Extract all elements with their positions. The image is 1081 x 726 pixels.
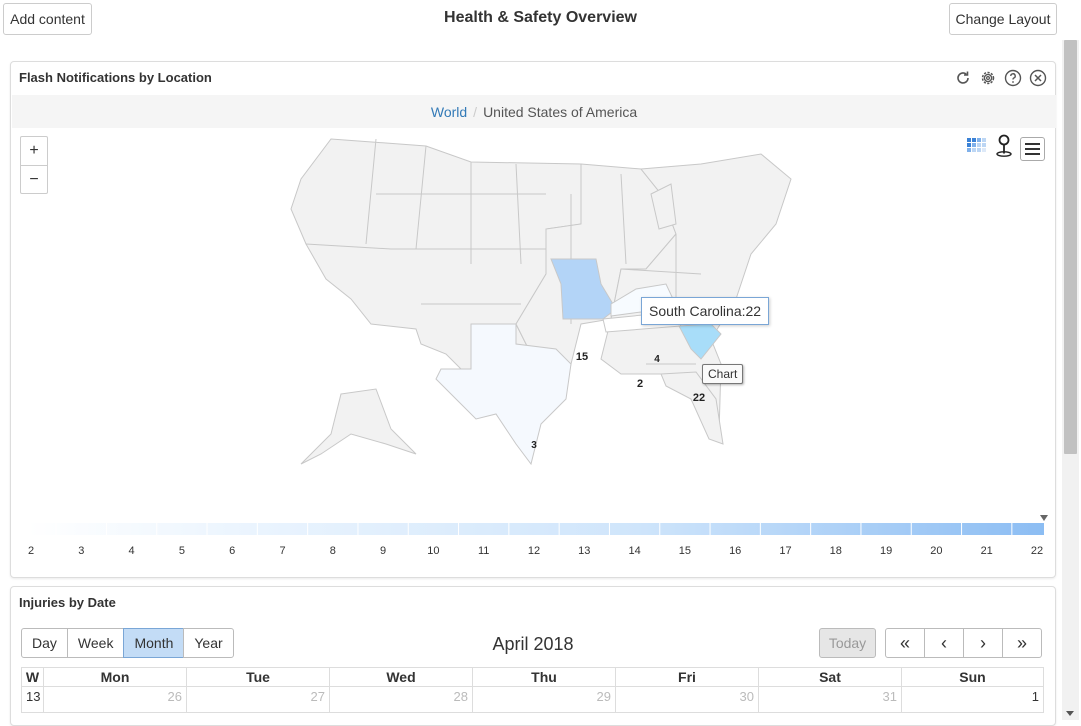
legend-label: 4 bbox=[128, 545, 135, 557]
calendar-day-cell[interactable]: 26 bbox=[43, 687, 186, 713]
legend-label: 19 bbox=[879, 545, 893, 557]
page-title: Health & Safety Overview bbox=[444, 9, 637, 26]
scrollbar-thumb[interactable] bbox=[1064, 40, 1077, 454]
calendar-day-cell[interactable]: 30 bbox=[615, 687, 758, 713]
legend-label: 10 bbox=[427, 545, 440, 557]
column-header: Tue bbox=[186, 667, 329, 687]
legend-label: 16 bbox=[729, 545, 742, 557]
next-month-button[interactable]: › bbox=[963, 628, 1003, 658]
legend-label: 18 bbox=[829, 545, 842, 557]
page-scrollbar[interactable] bbox=[1062, 40, 1079, 720]
legend-label: 3 bbox=[78, 545, 85, 557]
flash-notifications-panel: Flash Notifications by Location World / … bbox=[10, 61, 1056, 578]
change-layout-button[interactable]: Change Layout bbox=[949, 3, 1057, 35]
scroll-down-arrow-icon[interactable] bbox=[1066, 711, 1074, 716]
column-header: Mon bbox=[43, 667, 186, 687]
help-icon[interactable] bbox=[1003, 68, 1022, 87]
prev-month-button[interactable]: ‹ bbox=[924, 628, 964, 658]
map-tooltip: South Carolina:22 bbox=[641, 297, 770, 325]
view-week-button[interactable]: Week bbox=[66, 628, 125, 658]
heatmap-grid-icon[interactable] bbox=[966, 136, 988, 161]
prev-year-button[interactable]: « bbox=[885, 628, 925, 658]
breadcrumb-world-link[interactable]: World bbox=[430, 103, 468, 120]
legend-label: 7 bbox=[279, 545, 286, 557]
column-header: Sat bbox=[758, 667, 901, 687]
column-header: Thu bbox=[472, 667, 615, 687]
map-alaska bbox=[300, 388, 417, 465]
legend-label: 12 bbox=[527, 545, 541, 557]
week-number: 13 bbox=[21, 687, 43, 713]
view-month-button[interactable]: Month bbox=[123, 628, 185, 658]
column-header: Wed bbox=[329, 667, 472, 687]
legend-gradient-bar bbox=[28, 523, 1044, 535]
value-south-carolina: 22 bbox=[693, 392, 705, 404]
legend-label: 13 bbox=[578, 545, 591, 557]
legend-label: 22 bbox=[1030, 545, 1044, 557]
value-missouri: 15 bbox=[576, 351, 588, 363]
panel-toolbar bbox=[953, 68, 1047, 87]
refresh-icon[interactable] bbox=[953, 68, 972, 87]
calendar-day-cell[interactable]: 31 bbox=[758, 687, 901, 713]
calendar-view-switcher: Day Week Month Year bbox=[21, 628, 234, 658]
next-year-button[interactable]: » bbox=[1002, 628, 1042, 658]
column-header: Sun bbox=[901, 667, 1044, 687]
state-texas bbox=[435, 323, 572, 466]
legend-ticks bbox=[55, 523, 1013, 535]
state-missouri bbox=[550, 258, 617, 320]
calendar-header-row: W Mon Tue Wed Thu Fri Sat Sun bbox=[21, 667, 1045, 687]
legend-marker-icon bbox=[1040, 515, 1048, 521]
menu-icon[interactable] bbox=[1020, 136, 1045, 161]
calendar-day-cell[interactable]: 27 bbox=[186, 687, 329, 713]
column-header: W bbox=[21, 667, 43, 687]
value-texas: 3 bbox=[531, 440, 537, 451]
value-tennessee: 2 bbox=[637, 378, 643, 390]
map-view-tools bbox=[966, 134, 1045, 163]
view-year-button[interactable]: Year bbox=[183, 628, 234, 658]
color-legend: 2 3 4 5 6 7 8 9 10 11 12 13 14 15 16 17 18 19 20 21 22 bbox=[28, 515, 1048, 567]
view-day-button[interactable]: Day bbox=[21, 628, 68, 658]
us-map: 15 4 2 22 3 bbox=[290, 138, 792, 466]
top-bar: Add content Health & Safety Overview Cha… bbox=[0, 0, 1081, 40]
legend-label: 11 bbox=[477, 545, 490, 557]
close-icon[interactable] bbox=[1028, 68, 1047, 87]
legend-label: 2 bbox=[27, 545, 35, 557]
zoom-control: + − bbox=[20, 136, 48, 194]
calendar-nav: « ‹ › » bbox=[885, 628, 1042, 658]
legend-label: 5 bbox=[178, 545, 185, 557]
legend-label: 17 bbox=[779, 545, 792, 557]
calendar-week-row: 13 26 27 28 29 30 31 1 bbox=[21, 687, 1045, 713]
legend-label: 20 bbox=[930, 545, 943, 557]
add-content-button[interactable]: Add content bbox=[3, 3, 92, 35]
calendar-day-cell[interactable]: 29 bbox=[472, 687, 615, 713]
chart-tooltip: Chart bbox=[702, 364, 744, 384]
legend-label: 15 bbox=[678, 545, 692, 557]
panel-title: Injuries by Date bbox=[19, 595, 116, 610]
legend-label: 14 bbox=[628, 545, 641, 557]
legend-label: 6 bbox=[229, 545, 236, 557]
gear-icon[interactable] bbox=[978, 68, 997, 87]
map-michigan bbox=[650, 183, 677, 230]
breadcrumb: World / United States of America bbox=[12, 95, 1056, 128]
zoom-in-button[interactable]: + bbox=[29, 142, 39, 159]
column-header: Fri bbox=[615, 667, 758, 687]
legend-label: 9 bbox=[380, 545, 387, 557]
injuries-by-date-panel: Injuries by Date Day Week Month Year Apr… bbox=[10, 586, 1056, 726]
breadcrumb-separator: / bbox=[473, 103, 478, 120]
panel-title: Flash Notifications by Location bbox=[19, 70, 212, 85]
calendar-day-cell[interactable]: 1 bbox=[901, 687, 1044, 713]
calendar-day-cell[interactable]: 28 bbox=[329, 687, 472, 713]
legend-label: 21 bbox=[980, 545, 993, 557]
map-florida bbox=[660, 371, 724, 445]
calendar-grid: W Mon Tue Wed Thu Fri Sat Sun 13 26 27 2… bbox=[21, 667, 1045, 713]
map-pin-icon[interactable] bbox=[994, 134, 1014, 163]
breadcrumb-current: United States of America bbox=[483, 103, 638, 120]
value-kentucky: 4 bbox=[654, 354, 660, 365]
today-button[interactable]: Today bbox=[819, 628, 876, 658]
legend-labels: 2 3 4 5 6 7 8 9 10 11 12 13 14 15 16 17 18 19 20 21 22 bbox=[28, 545, 1044, 559]
legend-label: 8 bbox=[329, 545, 336, 557]
zoom-out-button[interactable]: − bbox=[21, 165, 47, 193]
